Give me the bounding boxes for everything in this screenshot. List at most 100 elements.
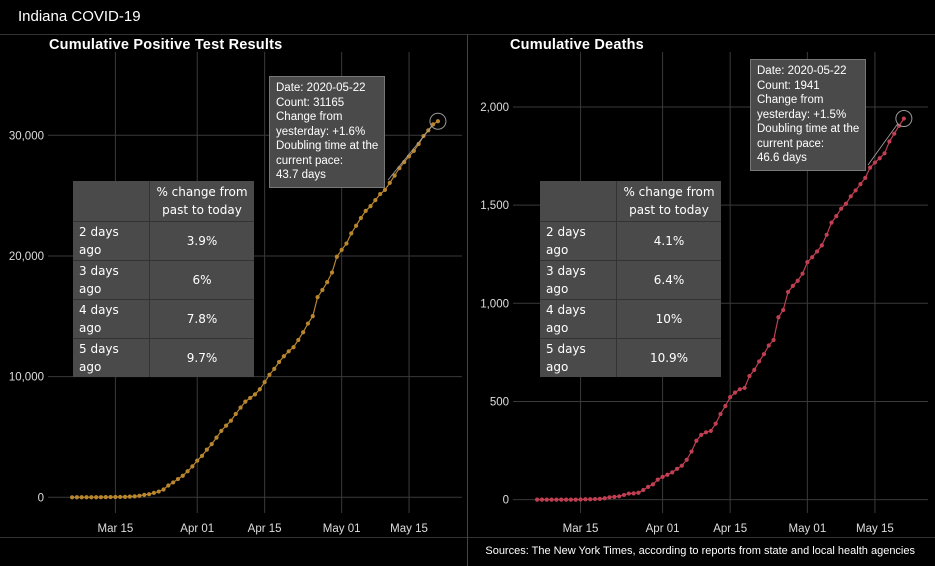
cases-data-point [79, 495, 84, 500]
deaths-data-point [597, 496, 602, 501]
deaths-data-point [771, 337, 776, 343]
cases-x-tick-label: Apr 01 [180, 523, 214, 535]
cases-data-point [204, 447, 209, 452]
deaths-data-point [901, 116, 906, 121]
cases-data-point [103, 495, 108, 500]
deaths-data-point [742, 385, 747, 391]
deaths-data-point [848, 194, 853, 199]
cases-y-tick-label: 20,000 [9, 251, 44, 263]
deaths-data-point [728, 395, 733, 400]
cases-data-point [252, 392, 258, 397]
cases-data-point [431, 122, 436, 127]
cases-data-point [310, 314, 315, 319]
table-row: 4 days ago 10% [540, 299, 721, 339]
cases-data-point [156, 489, 161, 494]
deaths-data-point [636, 490, 641, 495]
row-label: 5 days ago [73, 338, 150, 377]
table-row: 4 days ago 7.8% [73, 299, 254, 339]
cases-data-point [113, 494, 118, 500]
cases-data-point [214, 435, 219, 440]
deaths-data-point [781, 307, 786, 313]
table-row: 5 days ago 10.9% [540, 338, 721, 377]
deaths-y-tick-label: 1,500 [480, 200, 509, 212]
deaths-data-point [607, 495, 612, 500]
deaths-data-point [588, 497, 593, 502]
tooltip-line: 43.7 days [276, 169, 326, 181]
cases-data-point [127, 494, 132, 499]
deaths-data-point [612, 494, 617, 500]
deaths-data-point [829, 220, 834, 225]
cases-chart-title: Cumulative Positive Test Results [49, 37, 283, 53]
cases-data-point [392, 173, 397, 178]
deaths-data-point [544, 497, 549, 502]
cases-data-point [233, 411, 238, 417]
cases-data-point [334, 254, 339, 259]
deaths-data-point [887, 139, 892, 144]
cases-data-point [108, 494, 113, 500]
deaths-data-point [867, 165, 873, 170]
panel-divider [467, 34, 468, 566]
deaths-data-point [872, 160, 878, 165]
cases-x-tick-label: Mar 15 [97, 523, 133, 535]
cases-data-point [349, 231, 354, 236]
deaths-data-point [757, 359, 762, 364]
deaths-data-point [747, 373, 752, 379]
deaths-data-point [646, 484, 651, 489]
cases-data-point [281, 354, 286, 359]
cases-data-point [98, 495, 104, 500]
deaths-data-point [805, 259, 810, 265]
row-value: 10% [616, 299, 721, 339]
deaths-data-point [699, 432, 704, 437]
cases-data-point [94, 495, 99, 500]
deaths-data-point [631, 491, 636, 496]
sources-note: Sources: The New York Times, according t… [485, 545, 915, 557]
deaths-x-tick-label: May 15 [856, 523, 894, 535]
cases-data-point [276, 359, 282, 365]
cases-data-point [353, 223, 359, 228]
deaths-data-point [626, 491, 631, 496]
cases-y-tick-label: 10,000 [9, 372, 44, 384]
row-value: 6% [149, 260, 254, 300]
cases-data-point [224, 423, 229, 428]
deaths-data-point [824, 232, 829, 237]
deaths-data-point [839, 206, 844, 211]
cases-data-point [74, 495, 79, 500]
deaths-data-point [583, 497, 588, 502]
deaths-x-tick-label: Apr 01 [646, 523, 680, 535]
deaths-data-point [568, 497, 574, 502]
deaths-data-point [549, 497, 554, 502]
deaths-data-point [708, 428, 713, 434]
deaths-data-point [790, 283, 795, 288]
deaths-data-point [563, 497, 569, 502]
deaths-data-point [694, 438, 699, 443]
deaths-data-point [670, 470, 675, 475]
cases-data-point [286, 349, 291, 354]
row-label: 2 days ago [73, 221, 150, 261]
deaths-data-point [766, 343, 771, 348]
cases-data-point [267, 372, 272, 377]
cases-data-point [84, 495, 89, 500]
tooltip-line: Date: 2020-05-22 [757, 65, 847, 77]
tooltip-line: Date: 2020-05-22 [276, 82, 366, 94]
deaths-data-point [660, 474, 665, 479]
cases-data-point [219, 428, 224, 433]
row-label: 4 days ago [73, 299, 150, 339]
cases-tooltip-connector [387, 125, 433, 181]
deaths-data-point [559, 497, 564, 502]
table-row: 2 days ago 4.1% [540, 221, 721, 261]
deaths-data-point [877, 156, 882, 161]
table-row: 5 days ago 9.7% [73, 338, 254, 377]
deaths-data-point [752, 367, 757, 372]
row-value: 9.7% [149, 338, 254, 377]
deaths-y-tick-label: 500 [490, 396, 509, 408]
row-value: 6.4% [616, 260, 721, 300]
cases-y-tick-label: 30,000 [9, 130, 44, 142]
deaths-x-tick-label: Apr 15 [713, 523, 747, 535]
deaths-x-tick-label: May 01 [789, 523, 827, 535]
tooltip-line: current pace: [757, 137, 825, 150]
cases-data-point [166, 483, 171, 488]
deaths-x-tick-label: Mar 15 [563, 523, 599, 535]
table-row: 3 days ago 6.4% [540, 260, 721, 300]
deaths-data-point [810, 255, 815, 260]
deaths-data-point [863, 175, 868, 180]
